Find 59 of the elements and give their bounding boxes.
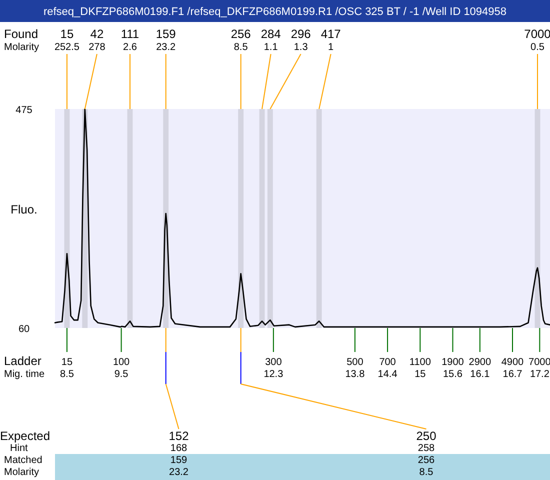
x-tick-label: 16.7 bbox=[502, 369, 523, 380]
annotation: 284 bbox=[260, 27, 282, 41]
annotation: 296 bbox=[290, 27, 312, 41]
x-tick-label: 16.1 bbox=[470, 369, 490, 380]
text: 2900 bbox=[468, 357, 492, 368]
y-tick-label: 60 bbox=[18, 324, 30, 335]
text: 159 bbox=[170, 455, 188, 466]
chart-title: refseq_DKFZP686M0199.F1 /refseq_DKFZP686M0199.R1 /OSC 325 BT / -1 /Well ID 1094958 bbox=[43, 6, 507, 18]
annotation: 256 bbox=[230, 27, 252, 41]
annotation: 159 bbox=[156, 27, 176, 41]
text: 1900 bbox=[442, 357, 464, 368]
text: 1 bbox=[328, 42, 334, 53]
text: 1.1 bbox=[264, 42, 278, 53]
text: Mig. time bbox=[4, 369, 45, 380]
text: 500 bbox=[346, 357, 364, 368]
text: 8.5 bbox=[234, 42, 248, 53]
x-tick-label: 8.5 bbox=[60, 369, 74, 380]
annotation: 42 bbox=[90, 27, 104, 41]
annotation: 250 bbox=[416, 429, 437, 443]
text: Molarity bbox=[4, 42, 40, 53]
text: 256 bbox=[418, 455, 436, 466]
text: 168 bbox=[170, 443, 188, 454]
text: Expected bbox=[0, 429, 50, 443]
text: 1100 bbox=[409, 357, 432, 368]
text: 4900 bbox=[501, 357, 524, 368]
text: 252.5 bbox=[54, 42, 80, 53]
text: 278 bbox=[88, 42, 106, 53]
text: 15 bbox=[60, 27, 74, 41]
y-axis-title: Fluo. bbox=[10, 202, 38, 216]
text: 2.6 bbox=[123, 42, 138, 53]
text: 0.5 bbox=[530, 42, 545, 53]
x-tick-label: 15.6 bbox=[443, 369, 463, 380]
text: 7000 bbox=[524, 27, 550, 41]
x-tick-label: 17.2 bbox=[530, 369, 550, 380]
annotation: 7000 bbox=[528, 357, 550, 368]
text: Molarity bbox=[4, 467, 40, 478]
line-series bbox=[54, 108, 550, 328]
x-tick-label: 9.5 bbox=[114, 369, 129, 380]
text: 258 bbox=[418, 443, 436, 454]
x-tick-label: 14.4 bbox=[378, 369, 398, 380]
text: Found bbox=[4, 27, 38, 41]
text: 700 bbox=[379, 357, 396, 368]
x-tick-label: 15 bbox=[414, 369, 426, 380]
text: 8.5 bbox=[419, 467, 434, 478]
text: 1.3 bbox=[294, 42, 308, 53]
annotation: 111 bbox=[120, 27, 140, 41]
text: 300 bbox=[265, 357, 282, 368]
annotation: 15 bbox=[61, 357, 73, 368]
x-tick-label: 12.3 bbox=[264, 369, 284, 380]
text: Hint bbox=[10, 443, 28, 454]
text: 100 bbox=[112, 357, 130, 368]
text: 23.2 bbox=[156, 42, 176, 53]
annotation: 152 bbox=[168, 429, 190, 443]
annotation: 417 bbox=[320, 27, 342, 41]
text: 23.2 bbox=[169, 467, 189, 478]
text: Matched bbox=[4, 455, 42, 466]
text: Ladder bbox=[4, 354, 42, 368]
x-tick-label: 13.8 bbox=[345, 369, 366, 380]
y-tick-label: 475 bbox=[16, 105, 33, 116]
